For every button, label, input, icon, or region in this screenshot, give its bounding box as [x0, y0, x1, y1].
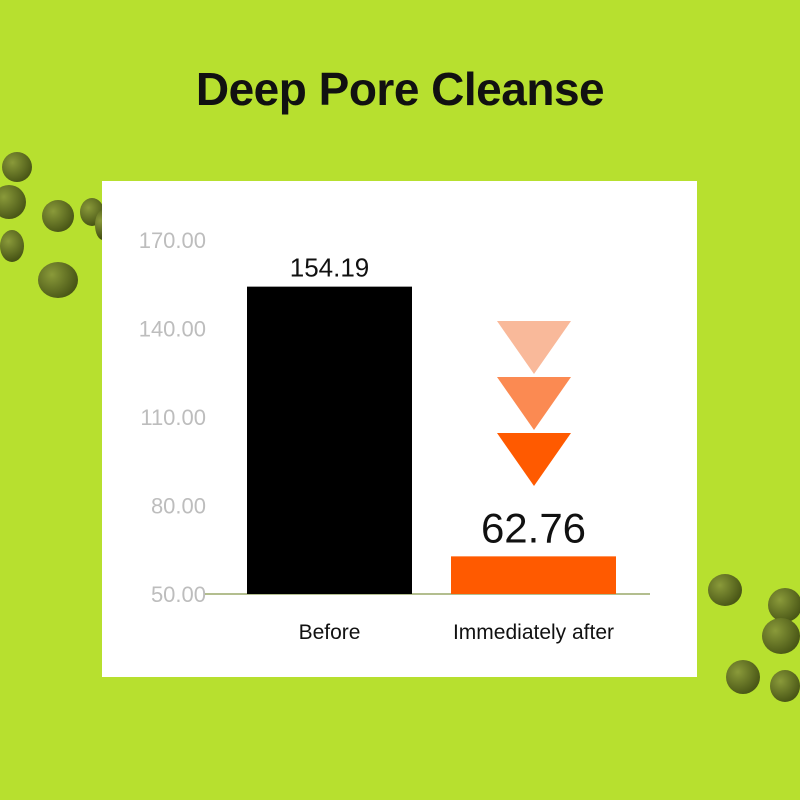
down-arrow-icon — [497, 321, 571, 374]
y-tick-label: 80.00 — [151, 494, 206, 519]
x-tick-label: Immediately after — [453, 621, 614, 644]
x-tick-label: Before — [299, 621, 361, 644]
data-label-before: 154.19 — [290, 253, 370, 283]
y-tick-label: 50.00 — [151, 582, 206, 607]
bar-0 — [247, 286, 412, 594]
y-tick-label: 170.00 — [139, 228, 206, 253]
page-title: Deep Pore Cleanse — [195, 63, 605, 115]
y-tick-label: 110.00 — [140, 405, 206, 430]
down-arrow-icon — [497, 377, 571, 430]
data-label-after: 62.76 — [481, 504, 586, 551]
down-arrow-icon — [497, 433, 571, 486]
bar-1 — [451, 556, 616, 594]
y-tick-label: 140.00 — [139, 317, 206, 342]
bar-chart: 50.00 80.00 110.00 140.00 170.00 Before Immedi… — [139, 228, 650, 644]
chart-card: 50.00 80.00 110.00 140.00 170.00 Before Immedi… — [102, 181, 697, 677]
